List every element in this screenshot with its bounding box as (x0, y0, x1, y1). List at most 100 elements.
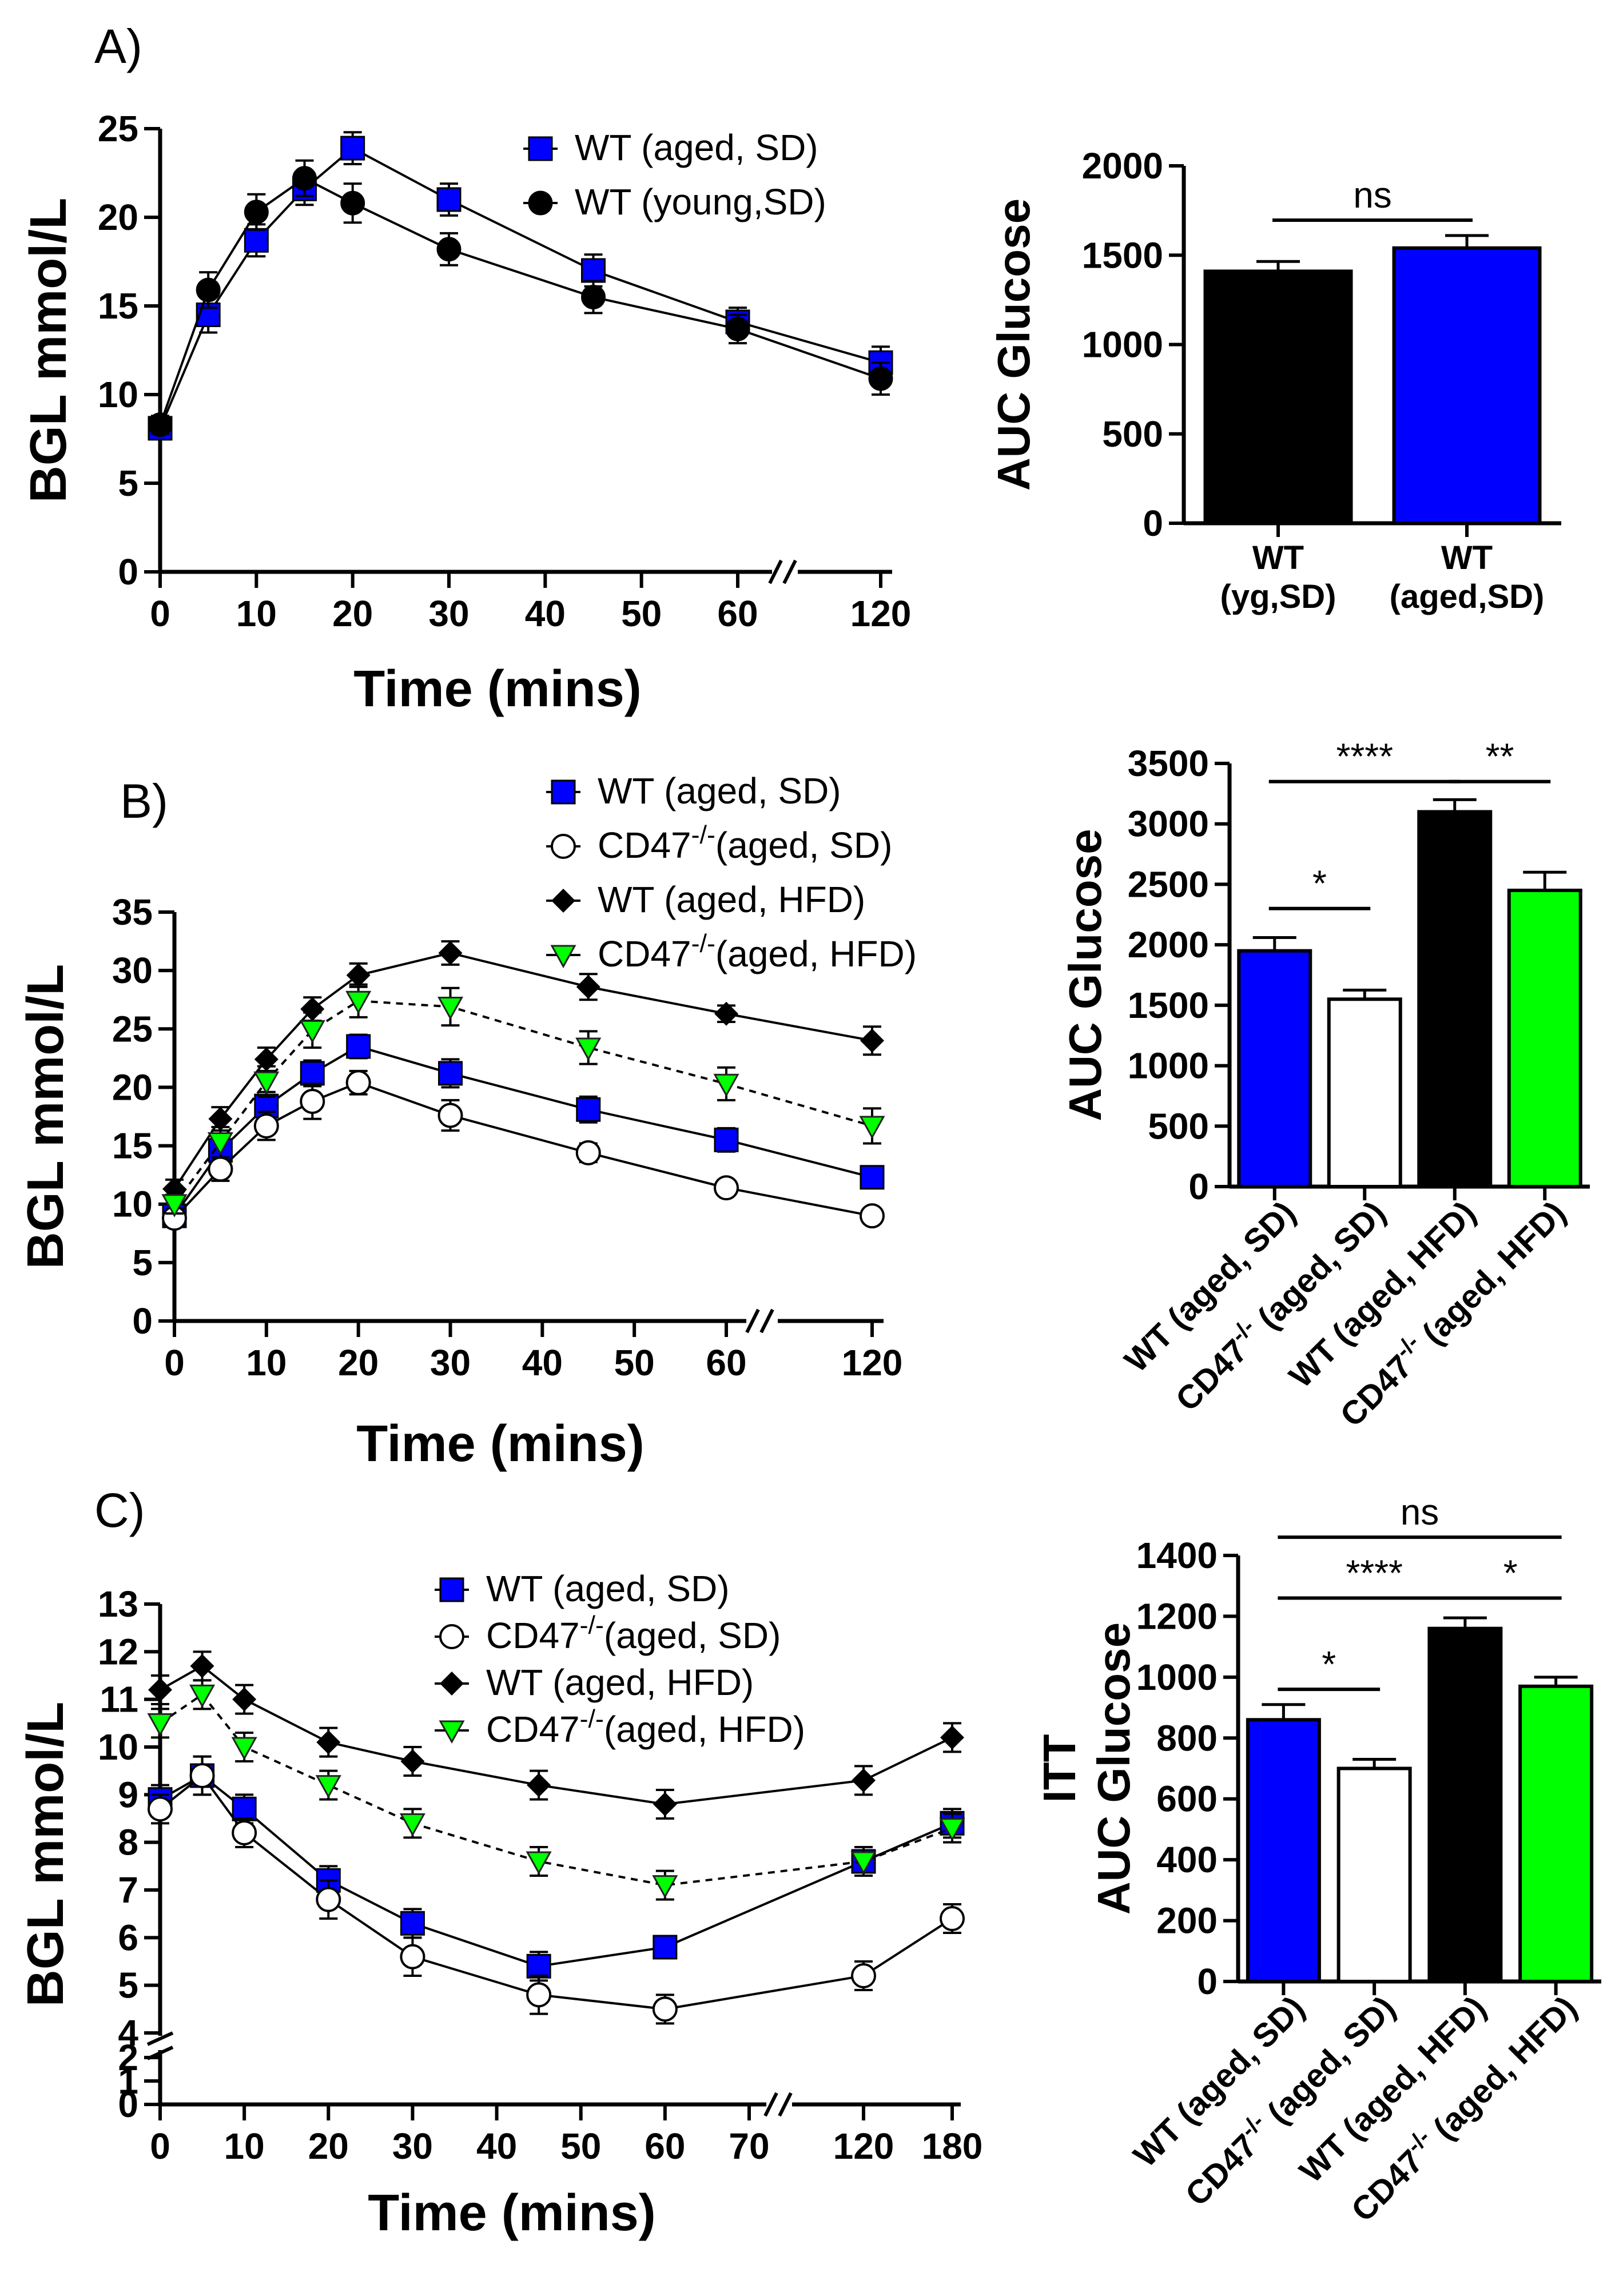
x-tick-label: 20 (308, 2126, 349, 2167)
data-point (316, 1730, 341, 1754)
legend-marker (551, 834, 576, 859)
y-tick-label: 200 (1156, 1900, 1218, 1941)
bar (1518, 1684, 1594, 1984)
data-point (437, 1103, 463, 1128)
y-tick-label: 6 (118, 1917, 138, 1958)
legend-label-suffix: (aged, SD) (604, 1615, 781, 1656)
y-tick-label: 1000 (1128, 1045, 1209, 1087)
y-tick-label: 0 (118, 551, 138, 592)
data-point (939, 1818, 965, 1841)
data-point (859, 1116, 885, 1139)
data-point (860, 1203, 885, 1229)
y-tick-label: 4 (118, 2012, 138, 2054)
data-point (208, 1107, 233, 1131)
bar (1203, 269, 1353, 525)
x-tick-label: 60 (645, 2126, 685, 2167)
series-1 (148, 159, 893, 437)
x-tick-label: 60 (717, 593, 758, 634)
series-line (665, 1822, 953, 1948)
y-tick-label: 10 (98, 374, 138, 415)
x-tick-label: 120 (833, 2126, 894, 2167)
legend-label-suffix: (aged, HFD) (604, 1709, 805, 1750)
x-tick-label: 50 (614, 1342, 655, 1383)
category-label: (yg,SD) (1220, 578, 1336, 615)
series-2 (148, 1650, 964, 1820)
data-point (581, 285, 606, 309)
y-tick-label: 600 (1156, 1778, 1218, 1820)
y-tick-label: 11 (100, 1679, 138, 1720)
significance-label: ns (1401, 1491, 1439, 1533)
y-tick-label: 5 (132, 1242, 153, 1283)
y-tick-label: 1400 (1136, 1535, 1218, 1576)
legend-label-sup: -/- (691, 821, 715, 849)
y-tick-label: 800 (1156, 1717, 1218, 1758)
x-axis-break-mark (759, 1308, 774, 1334)
legend-label-prefix: WT (aged, SD) (598, 770, 841, 811)
series-0 (148, 1755, 965, 1982)
y-axis-label: BGL mmol/L (17, 1702, 74, 2007)
category-label: WT (1441, 539, 1493, 576)
data-point (576, 1097, 601, 1122)
y-tick-label: 0 (1143, 503, 1163, 544)
x-tick-label: 40 (525, 593, 566, 634)
y-tick-label: 1500 (1128, 985, 1209, 1026)
bar (1427, 1626, 1503, 1984)
legend-label-prefix: WT (aged, SD) (486, 1568, 730, 1609)
data-point (253, 1113, 279, 1139)
legend-marker (551, 889, 575, 913)
y-tick-label: 10 (98, 1726, 138, 1768)
data-point (300, 1061, 325, 1086)
data-point (437, 996, 464, 1020)
y-tick-label: 2500 (1128, 864, 1209, 905)
y-tick-label: 3500 (1128, 743, 1209, 784)
x-tick-label: 40 (522, 1342, 563, 1383)
data-point (868, 366, 893, 391)
x-axis-break-mark (763, 2092, 778, 2117)
series-0 (148, 131, 893, 441)
legend-label: CD47-/-(aged, HFD) (598, 929, 917, 974)
data-point (231, 1737, 257, 1761)
data-point (232, 1796, 257, 1821)
data-point (400, 1911, 425, 1936)
panel-label-a: A) (94, 19, 142, 73)
data-point (189, 1684, 216, 1708)
legend-marker (440, 1672, 464, 1696)
legend-marker (439, 1577, 464, 1602)
data-point (725, 316, 750, 341)
y-tick-label: 1 (118, 2060, 138, 2102)
data-point (714, 1175, 739, 1201)
y-tick-label: 20 (112, 1067, 153, 1108)
data-point (714, 1001, 738, 1026)
legend-label: WT (young,SD) (575, 181, 826, 222)
y-tick-label: 25 (112, 1008, 153, 1049)
legend-label: CD47-/-(aged, SD) (598, 821, 892, 866)
data-point (315, 1775, 341, 1798)
data-point (436, 187, 462, 212)
y-tick-label: 1200 (1136, 1595, 1218, 1637)
y-tick-label: 500 (1148, 1105, 1209, 1147)
data-point (575, 1037, 602, 1061)
y-tick-label: 8 (118, 1822, 138, 1863)
y-tick-label: 15 (98, 285, 138, 327)
significance-label: ** (1486, 736, 1514, 777)
y-axis-break-mark (146, 2031, 174, 2046)
significance-label: * (1503, 1553, 1518, 1594)
bar (1327, 997, 1402, 1189)
data-point (653, 1792, 677, 1816)
legend-label: CD47-/-(aged, SD) (486, 1611, 781, 1656)
series-line (173, 1000, 873, 1205)
data-point (346, 1034, 371, 1059)
data-point (232, 1820, 257, 1845)
y-axis-label-top: ITT (1034, 1734, 1085, 1802)
x-tick-label: 120 (850, 593, 912, 634)
data-point (400, 1944, 425, 1969)
y-tick-label: 3000 (1128, 803, 1209, 845)
data-point (148, 412, 173, 437)
legend-label: WT (aged, SD) (486, 1568, 730, 1609)
x-tick-label: 60 (706, 1342, 746, 1383)
legend-marker (528, 190, 553, 216)
y-tick-label: 0 (132, 1300, 153, 1342)
data-point (299, 1020, 325, 1044)
y-tick-label: 35 (112, 892, 153, 933)
